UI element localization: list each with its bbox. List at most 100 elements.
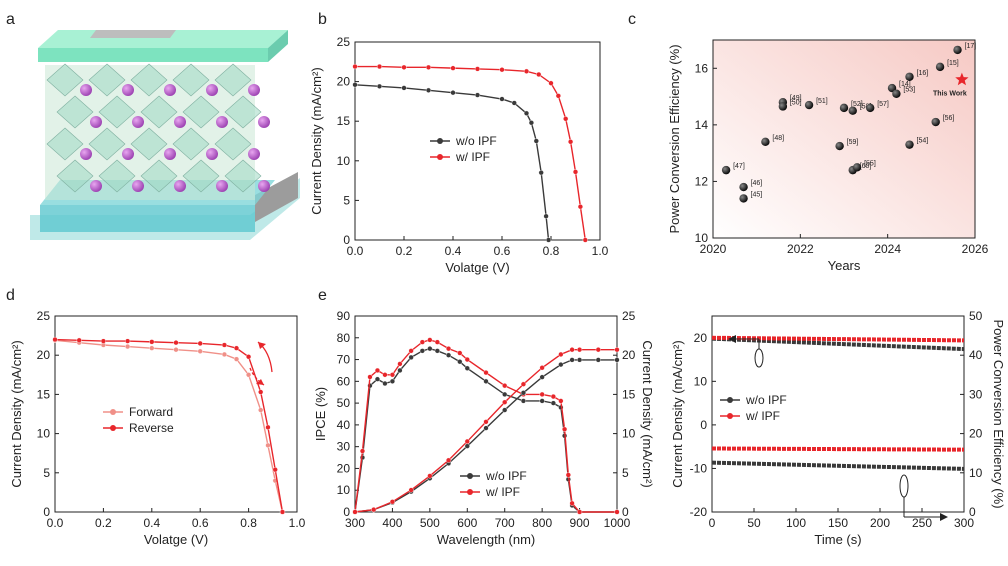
x-tick-label: 700 [495, 516, 515, 530]
ref-point [887, 83, 897, 93]
left-axis-arrowhead [728, 335, 736, 343]
panel-letter-d: d [6, 287, 15, 304]
series-point-0 [149, 345, 155, 351]
y-tick-label: 16 [695, 61, 709, 75]
cation-sphere [90, 116, 102, 128]
series-point-1 [76, 337, 82, 343]
series-point-1 [577, 204, 584, 210]
ref-point [953, 45, 962, 55]
ref-point [739, 194, 748, 203]
cation-sphere [132, 180, 144, 192]
series-point-1 [474, 66, 481, 72]
legend-label: Forward [129, 405, 173, 419]
series-point-3 [408, 487, 414, 493]
legend-label: w/ IPF [745, 409, 780, 423]
series-line-1 [355, 65, 586, 241]
series-point-0 [543, 213, 549, 219]
this-work-star [955, 72, 969, 86]
series-point-0 [401, 85, 407, 91]
legend-label: w/ IPF [485, 485, 520, 499]
ref-label: [57] [877, 101, 889, 108]
legend-label: w/o IPF [745, 393, 787, 407]
x-tick-label: 150 [828, 516, 848, 530]
x-tick-label: 0.4 [143, 516, 160, 530]
series-point-1 [565, 472, 571, 478]
x-tick-label: 0.0 [47, 516, 64, 530]
y-axis-label: Current Density (mA/cm²) [670, 340, 685, 487]
y-axis-label: Current Density (mA/cm²) [309, 67, 324, 214]
cation-sphere [216, 116, 228, 128]
ref-label: [56] [943, 115, 955, 122]
x-tick-label: 800 [532, 516, 552, 530]
ref-point [892, 89, 901, 98]
series-point-2 [464, 443, 470, 449]
ref-label: [14] [899, 81, 911, 88]
x-tick-label: 900 [570, 516, 590, 530]
y2-tick-label: 15 [622, 387, 636, 401]
series-point-2 [483, 425, 489, 431]
x-tick-label: 250 [912, 516, 932, 530]
series-point-3 [389, 499, 396, 505]
series-band-2 [711, 446, 965, 452]
series-point-3 [520, 381, 527, 387]
series-point-0 [376, 83, 383, 89]
series-point-2 [539, 374, 545, 380]
cation-sphere [248, 148, 260, 160]
series-point-0 [258, 407, 264, 413]
x-axis-label: Volatge (V) [144, 532, 208, 547]
series-point-1 [246, 354, 252, 360]
series-point-1 [561, 426, 568, 432]
octahedron [172, 63, 210, 97]
ref-point [778, 102, 788, 111]
ref-label: [46] [751, 180, 763, 187]
series-point-0 [352, 82, 358, 88]
series-point-1 [197, 340, 203, 347]
series-point-3 [464, 438, 470, 445]
series-point-0 [539, 398, 545, 404]
series-point-0 [197, 348, 203, 354]
ref-point [852, 163, 862, 172]
device-illustration [30, 30, 300, 240]
series-point-0 [427, 346, 433, 352]
chart-c: 2020 2022 2024 2026 10 12 14 16 Years Power Conve… [667, 39, 989, 273]
x-axis-label: Time (s) [814, 532, 861, 547]
ref-label: [58] [860, 104, 872, 111]
series-point-0 [265, 442, 271, 448]
legend-label: w/o IPF [485, 469, 527, 483]
x-tick-label: 200 [870, 516, 890, 530]
cation-sphere [174, 116, 186, 128]
left-axis-marker [754, 348, 764, 368]
series-point-2 [569, 357, 575, 363]
series-point-1 [450, 65, 456, 71]
x-axis-label: Volatge (V) [445, 260, 509, 275]
series-point-0 [502, 391, 508, 398]
ref-point [935, 62, 945, 72]
y-tick-label: 90 [337, 309, 351, 323]
y-tick-label: 10 [694, 374, 708, 388]
x-tick-label: 50 [747, 516, 761, 530]
series-point-1 [445, 346, 452, 352]
y-tick-label: 20 [694, 331, 708, 345]
series-point-1 [279, 509, 286, 515]
series-point-1 [555, 93, 561, 99]
cation-sphere [248, 84, 260, 96]
right-axis-arrowhead [940, 513, 948, 521]
x-tick-label: 2024 [874, 242, 901, 256]
perovskite-lattice [46, 63, 270, 193]
x-tick-label: 300 [954, 516, 974, 530]
reverse-arrow-head [258, 342, 266, 349]
series-point-1 [272, 467, 278, 473]
octahedron [182, 159, 220, 193]
octahedron [56, 159, 94, 193]
series-point-3 [483, 419, 489, 425]
ref-label: [50] [790, 99, 802, 106]
y-tick-label: 14 [695, 118, 709, 132]
x-axis-label: Years [828, 258, 861, 273]
series-point-1 [539, 391, 545, 398]
x-tick-label: 0.4 [445, 244, 462, 258]
x-tick-label: 500 [420, 516, 440, 530]
cation-sphere [122, 148, 134, 160]
legend-marker [727, 397, 733, 403]
series-point-1 [376, 63, 383, 70]
ref-label: [15] [947, 60, 959, 67]
